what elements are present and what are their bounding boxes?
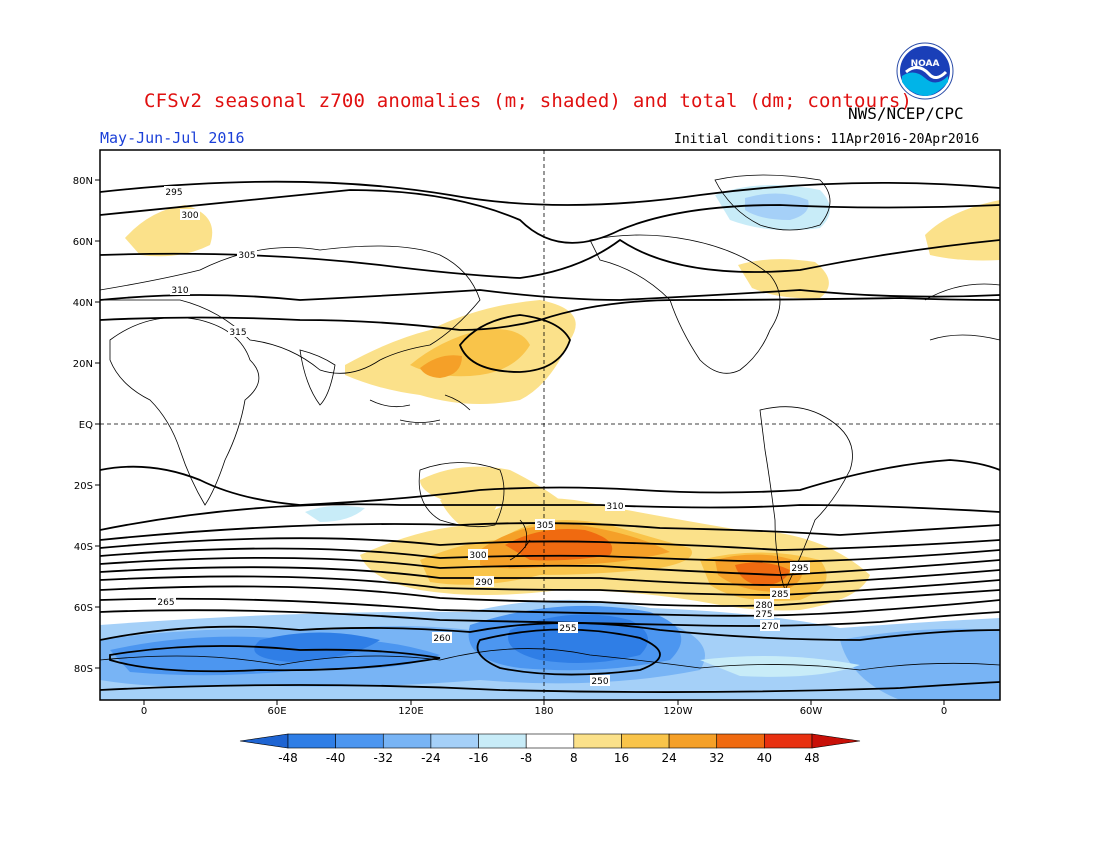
contour-label: 305 <box>536 521 553 531</box>
chart-title: CFSv2 seasonal z700 anomalies (m; shaded… <box>144 90 913 112</box>
colorbar-segment <box>287 733 336 749</box>
lon-tick-label: 120W <box>664 706 693 717</box>
lat-tick-label: 60N <box>73 237 93 248</box>
lon-tick-label: 180 <box>534 706 553 717</box>
lat-tick-label: 40S <box>74 542 93 553</box>
colorbar-label: 24 <box>661 751 676 765</box>
contour-label-group: 295 300 305 310 315 310 305 300 295 290 … <box>156 186 810 687</box>
colorbar-label: 32 <box>709 751 724 765</box>
colorbar-segment <box>239 733 289 749</box>
contour-label: 260 <box>433 634 450 644</box>
colorbar: -48 -40 -32 -24 -16 -8 8 16 24 32 40 48 <box>239 733 861 765</box>
colorbar-segment <box>621 733 670 749</box>
colorbar-segment <box>573 733 622 749</box>
lat-tick-label: 80N <box>73 176 93 187</box>
lat-tick-label: 20S <box>74 481 93 492</box>
colorbar-segment <box>335 733 384 749</box>
contour-label: 300 <box>181 211 198 221</box>
anomaly-shading <box>100 150 1000 700</box>
season-label: May-Jun-Jul 2016 <box>100 129 245 147</box>
colorbar-label: -16 <box>469 751 489 765</box>
colorbar-label: -8 <box>520 751 532 765</box>
contour-label: 270 <box>761 622 778 632</box>
lat-tick-label: 60S <box>74 603 93 614</box>
contour-label: 295 <box>791 564 808 574</box>
contour-label: 275 <box>755 610 772 620</box>
contour-label: 310 <box>171 286 188 296</box>
contour-label: 300 <box>469 551 486 561</box>
lon-tick-label: 0 <box>141 706 147 717</box>
contour-label: 265 <box>157 598 174 608</box>
lat-tick-label: 80S <box>74 664 93 675</box>
colorbar-label: 40 <box>757 751 772 765</box>
lat-tick-label: EQ <box>79 420 93 431</box>
contour-label: 295 <box>165 188 182 198</box>
colorbar-segment <box>764 733 813 749</box>
lat-axis: 80N 60N 40N 20N EQ 20S 40S 60S 80S <box>73 176 100 675</box>
contour-lines <box>100 180 1000 693</box>
lat-tick-label: 40N <box>73 298 93 309</box>
contour-label: 315 <box>229 328 246 338</box>
colorbar-label: -40 <box>326 751 346 765</box>
colorbar-segment <box>525 733 575 749</box>
contour-label: 250 <box>591 677 608 687</box>
lon-tick-label: 60W <box>800 706 823 717</box>
colorbar-segment <box>668 733 718 749</box>
colorbar-segment <box>430 733 479 749</box>
colorbar-segment <box>478 733 527 749</box>
contour-label: 255 <box>559 624 576 634</box>
lon-tick-label: 0 <box>941 706 947 717</box>
colorbar-label: 16 <box>614 751 629 765</box>
contour-label: 305 <box>238 251 255 261</box>
contour-label: 285 <box>771 590 788 600</box>
lon-tick-label: 60E <box>267 706 286 717</box>
contour-label: 280 <box>755 601 772 611</box>
contour-label: 290 <box>475 578 492 588</box>
lon-axis: 0 60E 120E 180 120W 60W 0 <box>141 700 947 717</box>
initial-conditions-label: Initial conditions: 11Apr2016-20Apr2016 <box>674 132 980 147</box>
colorbar-label: 8 <box>570 751 578 765</box>
map-frame <box>99 149 1001 701</box>
colorbar-label: -32 <box>373 751 393 765</box>
lon-tick-label: 120E <box>398 706 423 717</box>
noaa-logo-icon: NOAA <box>896 42 954 100</box>
colorbar-segment <box>811 733 861 749</box>
colorbar-label: -24 <box>421 751 441 765</box>
agency-label: NWS/NCEP/CPC <box>848 104 964 123</box>
colorbar-label: 48 <box>804 751 819 765</box>
svg-text:NOAA: NOAA <box>911 59 940 69</box>
colorbar-label: -48 <box>278 751 298 765</box>
colorbar-segment <box>716 733 765 749</box>
lat-tick-label: 20N <box>73 359 93 370</box>
contour-label: 310 <box>606 502 623 512</box>
colorbar-segment <box>382 733 432 749</box>
